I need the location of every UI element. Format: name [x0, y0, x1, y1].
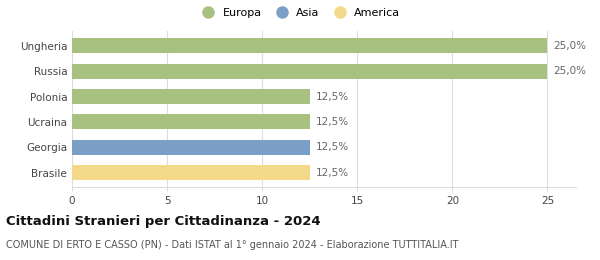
- Bar: [72, 89, 310, 104]
- Text: 12,5%: 12,5%: [316, 142, 349, 152]
- Text: COMUNE DI ERTO E CASSO (PN) - Dati ISTAT al 1° gennaio 2024 - Elaborazione TUTTI: COMUNE DI ERTO E CASSO (PN) - Dati ISTAT…: [6, 240, 458, 250]
- Bar: [72, 165, 310, 180]
- Legend: Europa, Asia, America: Europa, Asia, America: [193, 4, 405, 23]
- Bar: [72, 140, 310, 155]
- Bar: [72, 38, 547, 54]
- Text: 12,5%: 12,5%: [316, 92, 349, 102]
- Bar: [72, 114, 310, 129]
- Text: 12,5%: 12,5%: [316, 117, 349, 127]
- Text: 25,0%: 25,0%: [553, 66, 586, 76]
- Bar: [72, 64, 547, 79]
- Text: Cittadini Stranieri per Cittadinanza - 2024: Cittadini Stranieri per Cittadinanza - 2…: [6, 214, 320, 228]
- Text: 12,5%: 12,5%: [316, 167, 349, 178]
- Text: 25,0%: 25,0%: [553, 41, 586, 51]
